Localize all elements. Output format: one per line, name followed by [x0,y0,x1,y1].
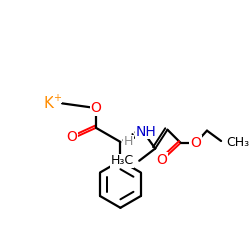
Text: H₃C: H₃C [110,154,134,167]
Text: CH₃: CH₃ [226,136,249,149]
Text: NH: NH [136,124,156,138]
Text: H: H [124,136,134,148]
Text: O: O [156,153,167,167]
Text: O: O [66,130,77,144]
Text: O: O [90,101,102,115]
Text: K: K [44,96,54,111]
Text: O: O [190,136,201,150]
Text: +: + [54,93,62,103]
